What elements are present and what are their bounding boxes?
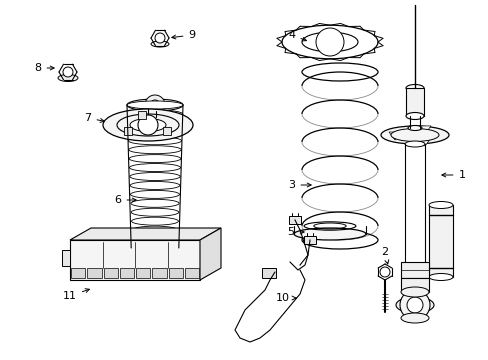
Ellipse shape: [131, 208, 179, 216]
Ellipse shape: [132, 226, 178, 234]
Circle shape: [63, 67, 73, 77]
Polygon shape: [418, 126, 430, 134]
Text: 9: 9: [171, 30, 195, 40]
Polygon shape: [70, 240, 200, 280]
Ellipse shape: [58, 75, 78, 81]
Bar: [168, 268, 183, 278]
Text: 11: 11: [63, 289, 89, 301]
Bar: [428, 205, 452, 277]
Text: 2: 2: [381, 247, 388, 264]
Ellipse shape: [395, 297, 433, 313]
Ellipse shape: [405, 112, 423, 120]
Circle shape: [138, 115, 158, 135]
Ellipse shape: [131, 254, 179, 262]
Ellipse shape: [151, 41, 169, 47]
Ellipse shape: [405, 85, 423, 91]
Bar: [62, 250, 70, 266]
Bar: [400, 262, 428, 278]
Circle shape: [315, 28, 343, 56]
Text: 3: 3: [288, 180, 310, 190]
Ellipse shape: [130, 181, 180, 189]
Ellipse shape: [132, 235, 177, 243]
Ellipse shape: [127, 110, 183, 118]
Bar: [405, 88, 423, 116]
Bar: [184, 268, 199, 278]
Bar: [304, 236, 315, 244]
Bar: [123, 127, 131, 135]
Bar: [152, 268, 166, 278]
Bar: [163, 127, 171, 135]
Bar: [131, 248, 143, 258]
Circle shape: [379, 267, 389, 277]
Ellipse shape: [127, 119, 182, 127]
Polygon shape: [388, 132, 400, 140]
Circle shape: [406, 297, 422, 313]
Bar: [288, 216, 301, 224]
Ellipse shape: [428, 274, 452, 280]
Ellipse shape: [103, 109, 193, 141]
Ellipse shape: [128, 146, 181, 154]
Bar: [400, 278, 428, 292]
Ellipse shape: [127, 99, 183, 111]
Ellipse shape: [131, 217, 178, 225]
Ellipse shape: [127, 101, 183, 109]
Bar: [120, 268, 134, 278]
Text: 7: 7: [84, 113, 104, 123]
Circle shape: [155, 33, 164, 43]
Ellipse shape: [130, 190, 179, 198]
Polygon shape: [418, 138, 430, 146]
Ellipse shape: [129, 163, 180, 172]
Text: 4: 4: [288, 30, 306, 41]
Bar: [103, 268, 118, 278]
Ellipse shape: [390, 129, 438, 141]
Text: 6: 6: [114, 195, 136, 205]
Ellipse shape: [404, 141, 424, 147]
Bar: [166, 248, 179, 258]
Ellipse shape: [128, 128, 182, 136]
Circle shape: [399, 290, 429, 320]
Circle shape: [145, 95, 164, 115]
Ellipse shape: [293, 228, 365, 240]
Polygon shape: [200, 228, 221, 280]
Circle shape: [150, 100, 160, 110]
Text: 1: 1: [441, 170, 465, 180]
Polygon shape: [70, 228, 221, 240]
Ellipse shape: [380, 126, 448, 144]
Bar: [87, 268, 102, 278]
Bar: [137, 111, 145, 120]
Ellipse shape: [132, 244, 177, 252]
Ellipse shape: [128, 137, 181, 145]
Bar: [71, 268, 85, 278]
Ellipse shape: [117, 114, 179, 136]
Text: 8: 8: [34, 63, 54, 73]
Ellipse shape: [400, 313, 428, 323]
Bar: [262, 268, 275, 278]
Ellipse shape: [428, 202, 452, 208]
Ellipse shape: [400, 287, 428, 297]
Text: 5: 5: [287, 227, 304, 237]
Bar: [136, 268, 150, 278]
Ellipse shape: [407, 126, 421, 130]
Ellipse shape: [130, 118, 165, 131]
Ellipse shape: [129, 172, 180, 180]
Ellipse shape: [131, 199, 179, 207]
Ellipse shape: [129, 155, 181, 163]
Text: 10: 10: [275, 293, 295, 303]
